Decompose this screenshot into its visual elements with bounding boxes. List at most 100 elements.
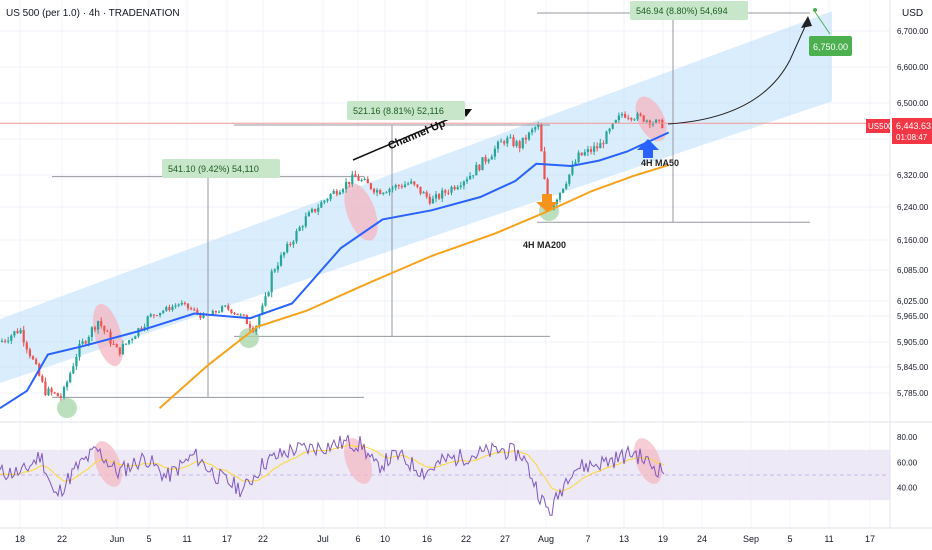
candle-body [332, 190, 335, 194]
candle-body [391, 187, 394, 189]
price-tick-label: 5,785.00 [897, 389, 929, 398]
candle-body [509, 137, 512, 139]
time-tick-label: 11 [182, 534, 191, 544]
candle-body [41, 375, 44, 382]
time-tick-label: Jun [110, 534, 125, 544]
candle-body [447, 192, 450, 194]
candle-body [583, 152, 586, 156]
candle-body [62, 387, 66, 398]
candle-body [496, 141, 500, 149]
price-badge-value: 6,443.63 [896, 121, 931, 131]
candle-body [555, 199, 558, 204]
price-badge-timer: 01:08:47 [896, 133, 928, 142]
candle-body [242, 314, 245, 316]
time-tick-label: 11 [824, 534, 833, 544]
candle-body [227, 305, 230, 310]
candle-body [568, 174, 571, 184]
candle-body [106, 330, 109, 332]
candle-body [196, 309, 199, 314]
candle-body [617, 115, 620, 121]
candle-body [66, 382, 69, 388]
candle-body [326, 199, 329, 201]
candle-body [605, 131, 608, 144]
candle-body [230, 309, 233, 313]
candle-body [314, 208, 317, 212]
candle-body [211, 310, 214, 315]
candle-body [0, 340, 4, 342]
measure-2-box [347, 101, 465, 120]
candle-body [264, 296, 267, 306]
candle-body [636, 113, 639, 120]
time-tick-label: 27 [500, 534, 510, 544]
time-tick-label: 13 [619, 534, 629, 544]
candle-body [221, 306, 224, 312]
candle-body [444, 190, 447, 193]
candle-body [100, 321, 103, 326]
candle-body [292, 241, 295, 245]
candle-body [301, 226, 304, 228]
candle-body [661, 119, 664, 129]
ma200-line [158, 164, 669, 409]
candle-body [419, 186, 422, 194]
candle-body [4, 340, 7, 342]
candle-body [155, 315, 159, 317]
candle-body [456, 187, 459, 190]
price-tick-label: 6,500.00 [897, 99, 929, 108]
time-tick-label: 6 [355, 534, 360, 544]
candle-body [75, 357, 78, 367]
candle-body [484, 157, 487, 162]
candle-body [329, 193, 332, 200]
candle-body [487, 159, 490, 162]
candle-body [469, 175, 472, 180]
candle-body [366, 178, 369, 184]
ma200-arrow-icon [536, 194, 558, 212]
time-tick-label: 22 [461, 534, 471, 544]
candle-body [72, 366, 75, 374]
candle-body [78, 343, 81, 358]
candle-body [534, 127, 537, 130]
candle-body [593, 146, 596, 152]
candle-body [475, 164, 478, 176]
candle-body [658, 119, 661, 121]
candle-body [382, 192, 385, 195]
highlight-bottom [57, 398, 77, 418]
measure-2-label: 521.16 (8.81%) 52,116 [353, 106, 444, 116]
candle-body [276, 265, 279, 270]
candle-body [407, 183, 410, 185]
candle-body [552, 203, 555, 210]
candle-body [627, 117, 630, 119]
candle-body [152, 314, 155, 316]
price-tick-label: 6,085.00 [897, 266, 929, 275]
highlight-top [344, 183, 378, 241]
candle-body [416, 184, 419, 187]
candle-body [558, 192, 562, 200]
candle-body [376, 190, 379, 193]
symbol-badge-label: US500 [868, 122, 893, 131]
candle-body [397, 185, 400, 187]
candle-body [403, 184, 407, 188]
candlestick-series [0, 111, 664, 401]
candle-body [345, 181, 348, 190]
price-tick-label: 6,700.00 [897, 27, 929, 36]
currency-label: USD [902, 8, 923, 19]
candle-body [465, 179, 469, 182]
candle-body [267, 292, 270, 297]
ma200-annotation: 4H MA200 [523, 240, 566, 250]
candle-body [394, 185, 397, 188]
candle-body [428, 196, 431, 204]
time-tick-label: 16 [422, 534, 432, 544]
measure-1-box [162, 159, 280, 178]
candle-body [614, 120, 617, 124]
target-box [809, 36, 852, 56]
candle-body [273, 269, 276, 272]
candle-body [518, 141, 521, 149]
candle-body [357, 176, 360, 181]
candle-body [186, 303, 190, 309]
ma50-line [0, 131, 670, 410]
candle-body [81, 341, 84, 344]
candle-body [224, 305, 227, 307]
candle-body [143, 326, 146, 330]
candle-body [149, 314, 152, 317]
